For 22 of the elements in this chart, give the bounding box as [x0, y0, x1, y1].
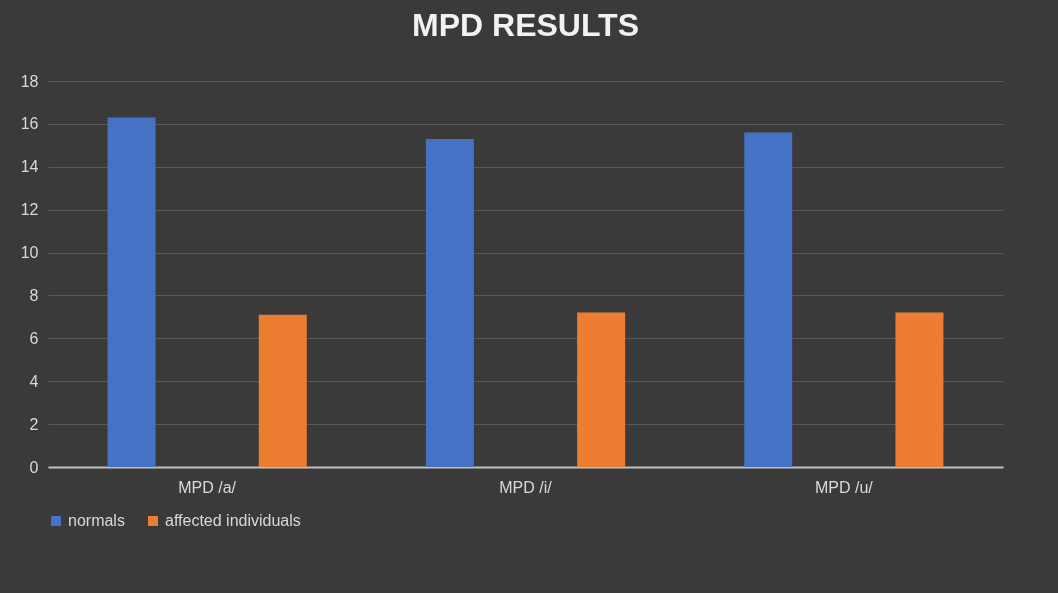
y-tick-label: 18 — [20, 72, 39, 90]
legend-label: normals — [68, 512, 125, 529]
bar — [744, 132, 793, 467]
y-tick-label: 12 — [20, 201, 39, 219]
bar — [258, 314, 307, 467]
y-tick-label: 0 — [29, 458, 39, 476]
y-tick-label: 8 — [29, 286, 39, 304]
bar — [577, 312, 626, 467]
y-tick-label: 4 — [29, 372, 39, 390]
x-tick-label: MPD /u/ — [814, 478, 874, 496]
chart-title: MPD RESULTS — [412, 7, 639, 43]
y-tick-label: 2 — [29, 415, 39, 433]
y-tick-label: 16 — [20, 115, 39, 133]
bar — [425, 138, 474, 467]
x-tick-label: MPD /i/ — [499, 478, 553, 496]
y-tick-label: 10 — [20, 244, 39, 262]
bar — [895, 312, 944, 467]
y-tick-label: 6 — [29, 329, 39, 347]
legend-label: affected individuals — [165, 512, 301, 529]
x-tick-label: MPD /a/ — [178, 478, 237, 496]
y-tick-label: 14 — [20, 158, 39, 176]
bar — [107, 117, 156, 467]
